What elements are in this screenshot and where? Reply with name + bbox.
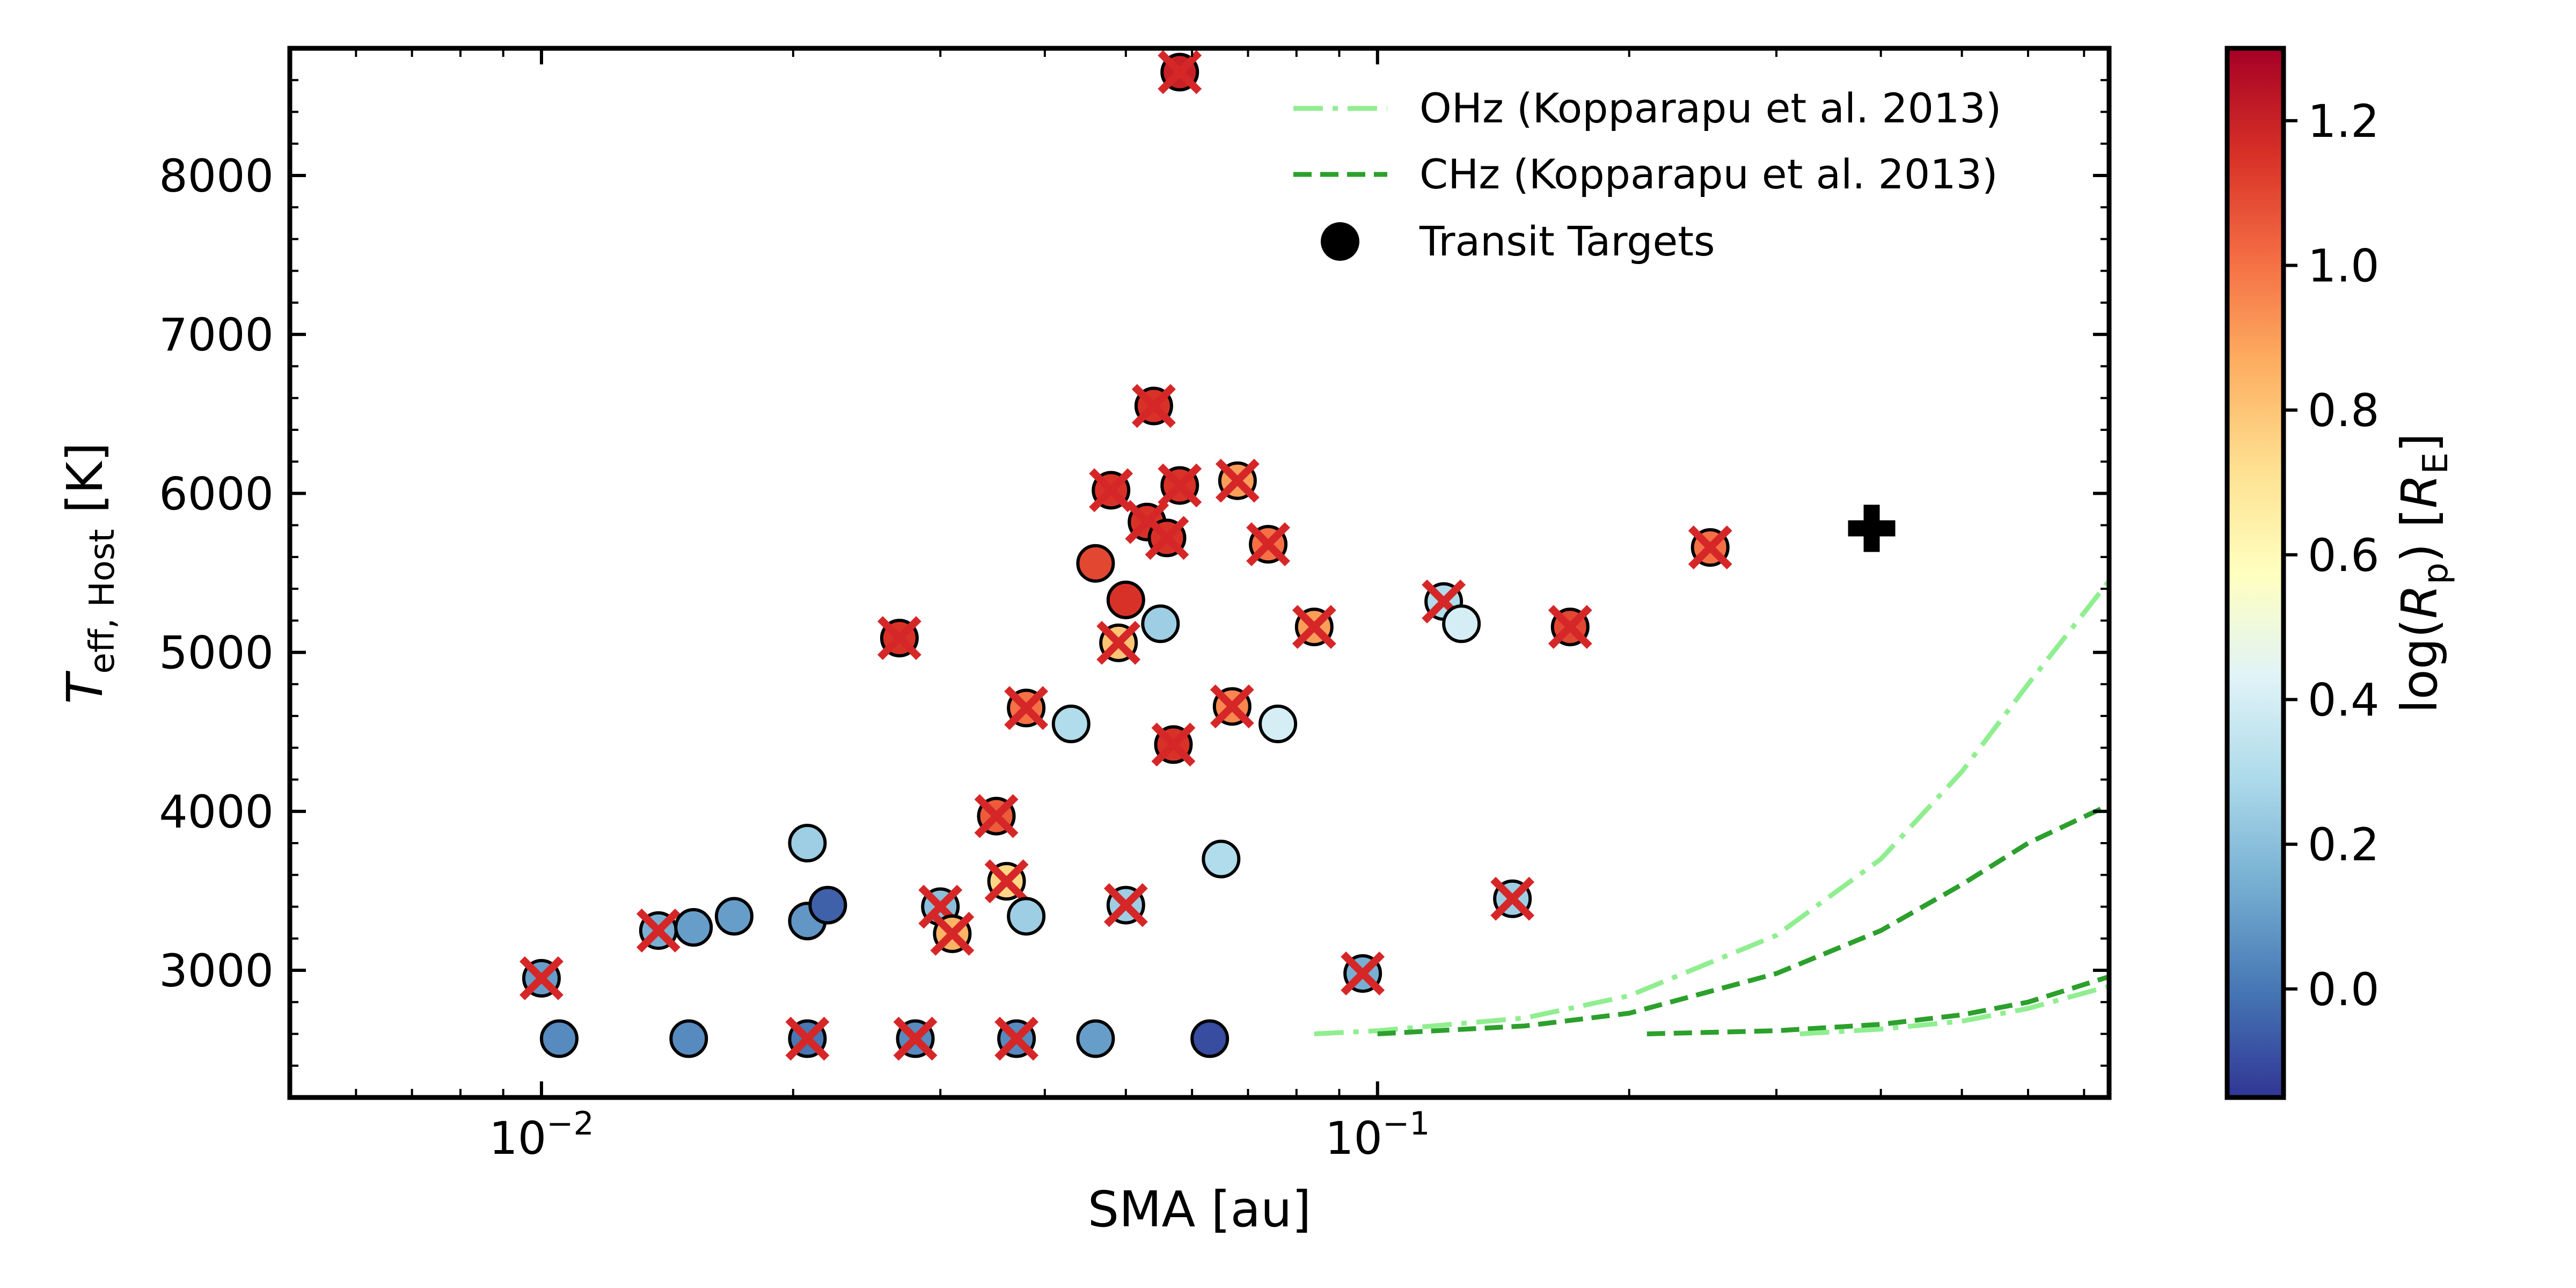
colorbar-tick-label: 0.4: [2308, 674, 2380, 726]
y-tick-label: 3000: [159, 945, 274, 997]
transit-target-point: [1442, 604, 1481, 643]
y-axis-label-var: T: [56, 670, 114, 704]
transit-target-point: [808, 885, 847, 925]
excluded-cross-marker: [636, 909, 680, 953]
hz-curve-ohz-outer: [1799, 984, 2109, 1036]
colorbar-gradient: [2224, 46, 2286, 1100]
y-tick-label: 4000: [159, 786, 274, 838]
excluded-cross-marker: [1210, 684, 1254, 729]
colorbar-tick-label: 1.2: [2308, 95, 2380, 148]
excluded-cross-marker: [1096, 620, 1141, 665]
x-axis-label: SMA [au]: [1088, 1181, 1311, 1238]
y-tick-label: 8000: [159, 150, 274, 202]
excluded-cross-marker: [994, 1016, 1039, 1061]
colorbar: 0.00.20.40.60.81.01.2 log(Rp) [RE]: [2224, 46, 2456, 1100]
excluded-cross-marker: [1548, 605, 1592, 649]
habitable-zone-curves: [1314, 579, 2109, 1036]
hz-curve-chz-outer: [1646, 974, 2109, 1036]
y-tick-label: 7000: [159, 309, 274, 361]
hz-curve-ohz-inner: [1314, 579, 2109, 1036]
excluded-cross-marker: [1004, 686, 1049, 730]
transit-target-point: [1202, 839, 1241, 879]
axis-ticks: 3000 4000 5000 6000 7000 8000 10−2 10−1: [159, 47, 2109, 1165]
excluded-cross-marker: [1215, 458, 1260, 503]
transit-target-point: [669, 1019, 708, 1058]
axes-border: [287, 46, 2112, 1100]
colorbar-tick-label: 0.0: [2308, 963, 2380, 1016]
colorbar-label-pre: log(: [2391, 619, 2448, 713]
legend: OHz (Kopparapu et al. 2013) CHz (Koppara…: [1293, 84, 2001, 265]
y-axis-label-unit: [K]: [56, 442, 114, 529]
excluded-cross-marker: [519, 956, 564, 1000]
transit-target-point: [1190, 1019, 1230, 1058]
excluded-cross-marker: [1490, 876, 1535, 921]
excluded-cross-marker: [1158, 463, 1202, 508]
transit-target-point: [1051, 704, 1091, 743]
colorbar-label-unit-sub: E: [2416, 452, 2456, 474]
axes-frame: [287, 46, 2112, 1100]
colorbar-label-mid: ) [: [2391, 508, 2448, 562]
colorbar-label-sub: p: [2416, 562, 2456, 584]
x-tick-label: 10−1: [1325, 1105, 1430, 1165]
legend-ohz-label: OHz (Kopparapu et al. 2013): [1419, 84, 2001, 132]
y-tick-label: 6000: [159, 467, 274, 520]
colorbar-label-post: ]: [2391, 433, 2448, 452]
colorbar-tick-label: 0.8: [2308, 384, 2380, 437]
transit-target-point: [539, 1019, 579, 1058]
colorbar-tick-label: 1.0: [2308, 239, 2380, 292]
transit-target-point: [1007, 897, 1046, 936]
colorbar-label-var: R: [2391, 584, 2448, 619]
excluded-cross-marker: [1151, 722, 1196, 767]
transit-target-point: [1141, 604, 1180, 643]
x-tick-label: 10−2: [489, 1105, 594, 1165]
excluded-cross-marker: [893, 1016, 938, 1061]
excluded-cross-marker: [1158, 50, 1202, 94]
legend-transit-label: Transit Targets: [1419, 217, 1715, 265]
excluded-cross-marker: [1145, 516, 1189, 560]
excluded-cross-marker: [1089, 468, 1133, 513]
legend-transit-marker: [1321, 222, 1359, 261]
y-axis-label: Teff, Host [K]: [56, 442, 122, 704]
y-axis-label-sub: eff, Host: [83, 529, 122, 674]
hz-curve-chz-inner: [1377, 802, 2109, 1036]
excluded-cross-marker: [930, 911, 975, 956]
transit-target-point: [674, 908, 713, 947]
solar-system-plus-marker: [1848, 504, 1896, 552]
excluded-cross-marker: [1246, 522, 1291, 567]
excluded-cross-marker: [785, 1016, 830, 1061]
transit-target-point: [1106, 580, 1145, 619]
excluded-cross-marker: [974, 794, 1019, 838]
excluded-cross-marker: [1103, 883, 1148, 927]
excluded-cross-marker: [984, 859, 1029, 904]
excluded-cross-marker: [1341, 952, 1385, 996]
colorbar-tick-label: 0.6: [2308, 529, 2380, 582]
excluded-cross-marker: [1688, 525, 1732, 570]
excluded-cross-marker: [877, 616, 921, 660]
transit-target-point: [1258, 704, 1298, 743]
scatter-points: [519, 50, 1896, 1061]
transit-target-point: [1076, 544, 1115, 583]
colorbar-ticks: 0.0 0.2 0.4 0.6 0.8 1.0 1.2: [2284, 95, 2380, 1016]
y-tick-label: 5000: [159, 627, 274, 679]
colorbar-label-unit: R: [2391, 474, 2448, 508]
colorbar-tick-label: 0.2: [2308, 818, 2380, 871]
excluded-cross-marker: [1131, 384, 1176, 428]
excluded-cross-marker: [1292, 605, 1336, 649]
transit-target-point: [714, 897, 753, 936]
colorbar-label: log(Rp) [RE]: [2391, 433, 2456, 713]
legend-chz-label: CHz (Kopparapu et al. 2013): [1419, 150, 1998, 198]
transit-target-point: [1076, 1019, 1115, 1058]
transit-target-point: [788, 824, 827, 863]
